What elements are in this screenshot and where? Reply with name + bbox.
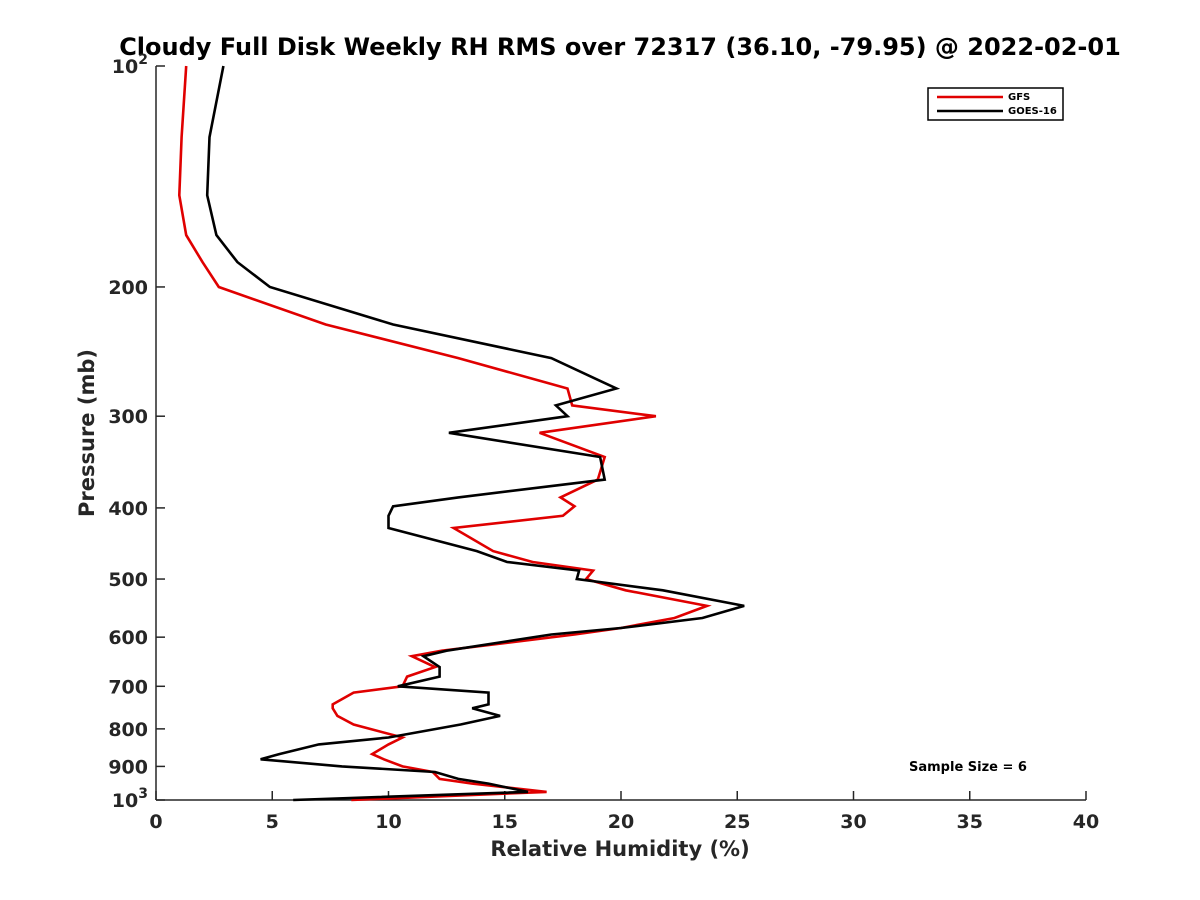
x-tick-label: 20 (608, 811, 634, 833)
y-tick-label: 800 (108, 719, 148, 741)
x-tick-label: 25 (724, 811, 750, 833)
y-tick-label: 103 (112, 786, 148, 812)
plot-area: 0 5 10 15 20 25 30 35 40 102 200 300 400 500 600 700 800… (108, 52, 1099, 833)
legend: GFS GOES-16 (927, 87, 1064, 121)
x-tick-label: 10 (375, 811, 401, 833)
y-tick-label: 900 (108, 756, 148, 778)
y-tick-label: 600 (108, 627, 148, 649)
y-tick-label: 700 (108, 676, 148, 698)
x-tick-label: 5 (266, 811, 279, 833)
x-tick-label: 40 (1073, 811, 1099, 833)
x-tick-label: 15 (492, 811, 518, 833)
x-axis-label: Relative Humidity (%) (490, 837, 749, 861)
legend-label-gfs: GFS (1008, 92, 1030, 103)
y-axis-label: Pressure (mb) (75, 349, 99, 517)
series-line-goes16 (205, 65, 745, 802)
x-tick-label: 30 (840, 811, 866, 833)
x-tick-label: 0 (149, 811, 162, 833)
y-tick-label: 300 (108, 406, 148, 428)
legend-box (927, 87, 1064, 121)
sample-size-annotation: Sample Size = 6 (909, 760, 1027, 775)
series-line-gfs (177, 65, 712, 802)
x-tick-label: 35 (957, 811, 983, 833)
legend-label-goes16: GOES-16 (1008, 106, 1057, 117)
y-tick-label: 500 (108, 569, 148, 591)
y-tick-label: 200 (108, 277, 148, 299)
chart-title: Cloudy Full Disk Weekly RH RMS over 7231… (119, 33, 1121, 61)
y-tick-label: 400 (108, 498, 148, 520)
y-tick-label: 102 (112, 52, 148, 78)
